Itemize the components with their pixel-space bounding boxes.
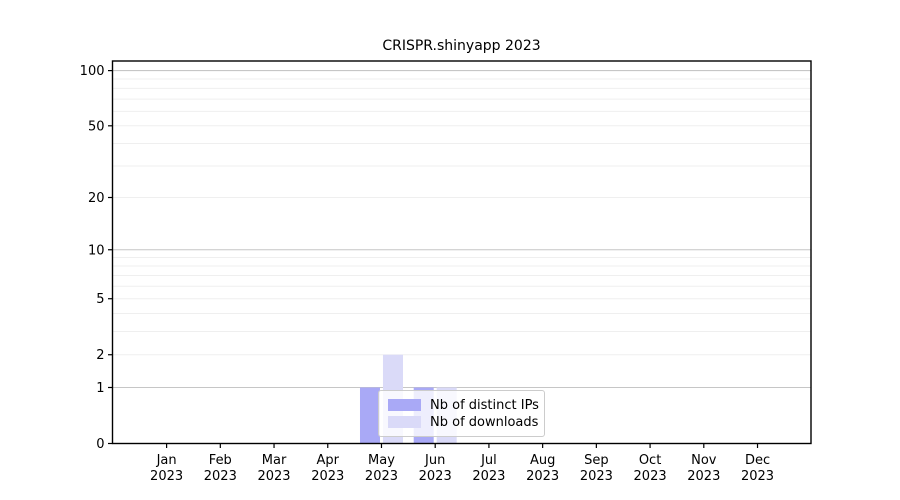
x-tick-label-month: Aug bbox=[530, 453, 555, 468]
bar-may-s0 bbox=[359, 387, 380, 444]
x-tick-label-month: Feb bbox=[209, 453, 232, 468]
y-tick-label: 10 bbox=[88, 243, 105, 258]
y-tick-label: 1 bbox=[96, 381, 104, 396]
x-tick-label-month: Sep bbox=[584, 453, 609, 468]
legend-swatch-downloads-icon bbox=[388, 416, 421, 428]
chart-title: CRISPR.shinyapp 2023 bbox=[382, 38, 541, 54]
legend: Nb of distinct IPs Nb of downloads bbox=[378, 390, 545, 437]
x-tick-label-month: Mar bbox=[262, 453, 287, 468]
x-tick-label-month: May bbox=[368, 453, 395, 468]
y-tick-label: 100 bbox=[80, 64, 105, 79]
legend-item: Nb of downloads bbox=[388, 414, 539, 430]
x-tick-label-month: Apr bbox=[317, 453, 340, 468]
x-tick-label-year: 2023 bbox=[311, 469, 344, 484]
x-tick-label-month: Oct bbox=[639, 453, 661, 468]
legend-swatch-distinct-ips-icon bbox=[388, 399, 421, 411]
y-tick-label: 5 bbox=[96, 292, 104, 307]
x-tick-label-month: Jul bbox=[480, 453, 497, 468]
x-tick-label-year: 2023 bbox=[472, 469, 505, 484]
y-tick-label: 0 bbox=[96, 437, 104, 452]
x-tick-label-month: Dec bbox=[745, 453, 770, 468]
x-tick-label-year: 2023 bbox=[687, 469, 720, 484]
y-tick-label: 2 bbox=[96, 348, 104, 363]
y-tick-label: 50 bbox=[88, 119, 105, 134]
y-tick-label: 20 bbox=[88, 191, 105, 206]
x-tick-label-year: 2023 bbox=[150, 469, 183, 484]
x-tick-label-year: 2023 bbox=[365, 469, 398, 484]
x-tick-label-year: 2023 bbox=[741, 469, 774, 484]
x-tick-label-year: 2023 bbox=[580, 469, 613, 484]
x-tick-label-month: Nov bbox=[691, 453, 717, 468]
x-tick-label-year: 2023 bbox=[526, 469, 559, 484]
x-tick-label-month: Jun bbox=[424, 453, 445, 468]
x-tick-label-year: 2023 bbox=[634, 469, 667, 484]
legend-label: Nb of downloads bbox=[430, 414, 539, 430]
x-tick-label-year: 2023 bbox=[204, 469, 237, 484]
x-tick-label-year: 2023 bbox=[257, 469, 290, 484]
x-tick-label-year: 2023 bbox=[419, 469, 452, 484]
legend-item: Nb of distinct IPs bbox=[388, 397, 539, 413]
legend-label: Nb of distinct IPs bbox=[430, 397, 539, 413]
plot-frame bbox=[111, 60, 812, 445]
x-tick-label-month: Jan bbox=[156, 453, 177, 468]
